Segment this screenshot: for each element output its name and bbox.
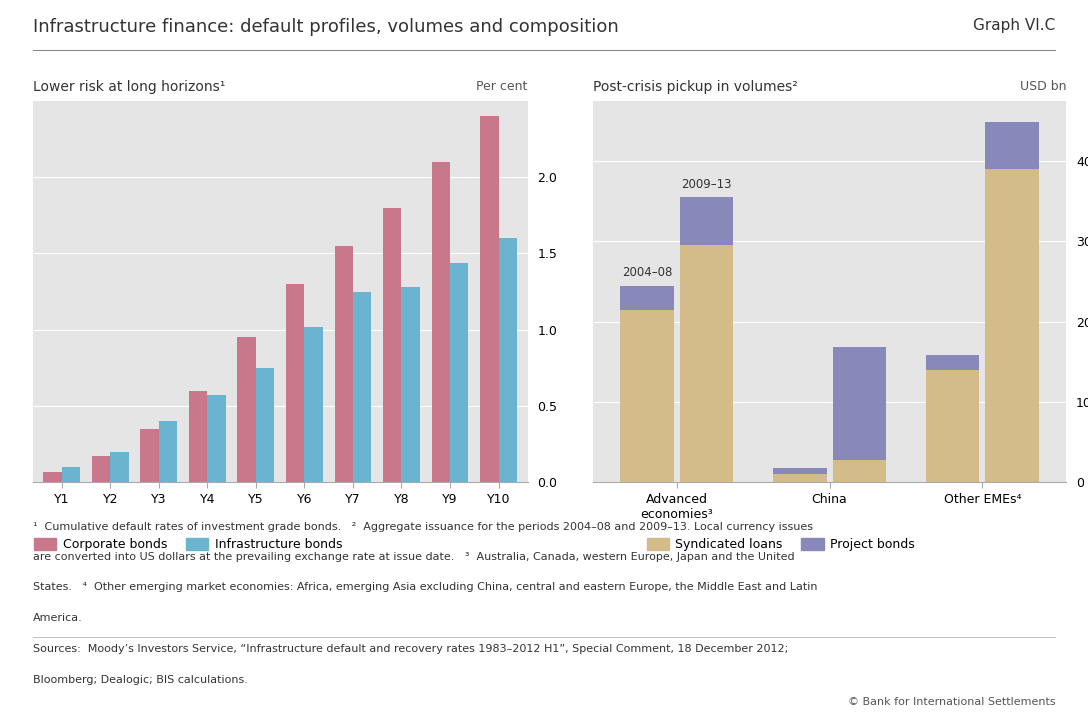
Bar: [432, 162, 450, 482]
Text: Post-crisis pickup in volumes²: Post-crisis pickup in volumes²: [593, 80, 798, 94]
Bar: [450, 263, 469, 482]
Bar: [680, 246, 733, 482]
Legend: Corporate bonds, Infrastructure bonds: Corporate bonds, Infrastructure bonds: [34, 539, 342, 552]
Bar: [680, 197, 733, 246]
Bar: [620, 310, 673, 482]
Bar: [383, 207, 401, 482]
Bar: [774, 468, 827, 474]
Legend: Syndicated loans, Project bonds: Syndicated loans, Project bonds: [646, 539, 915, 552]
Text: © Bank for International Settlements: © Bank for International Settlements: [848, 697, 1055, 707]
Bar: [353, 292, 371, 482]
Bar: [986, 169, 1039, 482]
Bar: [926, 370, 979, 482]
Bar: [208, 395, 226, 482]
Bar: [110, 452, 128, 482]
Bar: [620, 286, 673, 310]
Text: Lower risk at long horizons¹: Lower risk at long horizons¹: [33, 80, 225, 94]
Bar: [334, 246, 353, 482]
Text: America.: America.: [33, 613, 83, 623]
Bar: [286, 284, 305, 482]
Bar: [189, 391, 208, 482]
Bar: [140, 429, 159, 482]
Text: Per cent: Per cent: [477, 80, 528, 93]
Text: Sources:  Moody’s Investors Service, “Infrastructure default and recovery rates : Sources: Moody’s Investors Service, “Inf…: [33, 644, 788, 654]
Bar: [62, 467, 81, 482]
Text: are converted into US dollars at the prevailing exchange rate at issue date.   ³: are converted into US dollars at the pre…: [33, 552, 794, 562]
Text: Bloomberg; Dealogic; BIS calculations.: Bloomberg; Dealogic; BIS calculations.: [33, 675, 247, 685]
Bar: [237, 338, 256, 482]
Bar: [832, 348, 886, 460]
Text: 2004–08: 2004–08: [622, 266, 672, 279]
Bar: [91, 456, 110, 482]
Text: ¹  Cumulative default rates of investment grade bonds.   ²  Aggregate issuance f: ¹ Cumulative default rates of investment…: [33, 522, 813, 532]
Bar: [401, 287, 420, 482]
Text: 2009–13: 2009–13: [681, 178, 732, 191]
Text: USD bn: USD bn: [1019, 80, 1066, 93]
Text: Infrastructure finance: default profiles, volumes and composition: Infrastructure finance: default profiles…: [33, 18, 618, 36]
Bar: [305, 327, 323, 482]
Bar: [498, 238, 517, 482]
Bar: [832, 460, 886, 482]
Text: States.   ⁴  Other emerging market economies: Africa, emerging Asia excluding Ch: States. ⁴ Other emerging market economie…: [33, 582, 817, 593]
Bar: [44, 472, 62, 482]
Bar: [159, 421, 177, 482]
Bar: [986, 122, 1039, 169]
Bar: [256, 368, 274, 482]
Bar: [774, 474, 827, 482]
Text: Graph VI.C: Graph VI.C: [973, 18, 1055, 33]
Bar: [480, 116, 498, 482]
Bar: [926, 356, 979, 370]
